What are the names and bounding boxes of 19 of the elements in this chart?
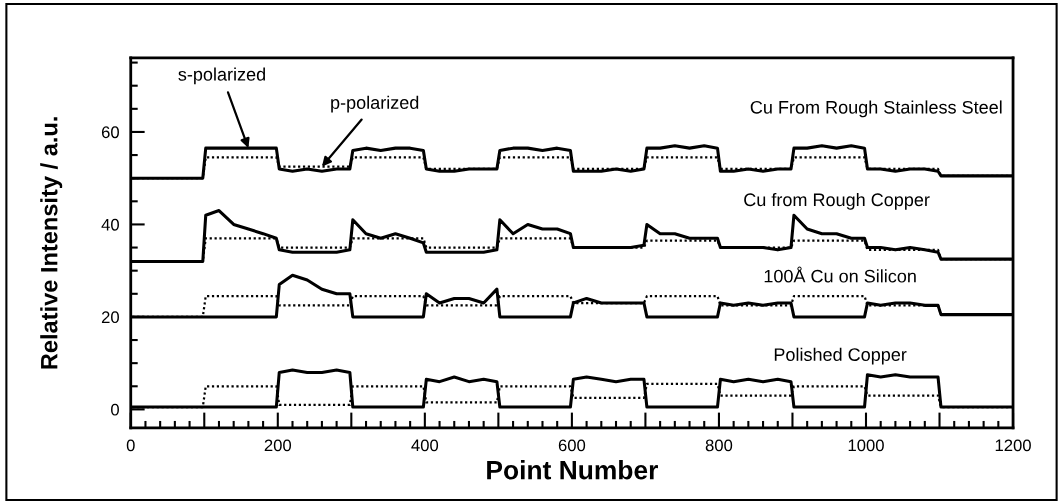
annotation: Cu From Rough Stainless Steel bbox=[750, 100, 1002, 118]
annotation: Cu from Rough Copper bbox=[744, 192, 930, 210]
text: s-polarized bbox=[178, 67, 265, 85]
x-tick-label: 1000 bbox=[848, 439, 884, 452]
text: p-polarized bbox=[331, 95, 419, 113]
y-axis-title: Relative Intensity / a.u. bbox=[40, 117, 63, 369]
x-tick-label: 800 bbox=[705, 439, 733, 452]
x-tick-label: 1200 bbox=[995, 439, 1031, 452]
x-tick-label: 200 bbox=[264, 439, 292, 452]
y-tick-label: 60 bbox=[101, 126, 119, 139]
y-tick-label: 0 bbox=[111, 403, 119, 416]
y-tick-label: 20 bbox=[101, 311, 119, 324]
y-tick-label: 40 bbox=[101, 218, 119, 231]
x-axis-title: Point Number bbox=[487, 460, 658, 480]
x-tick-label: 0 bbox=[126, 439, 135, 452]
annotation: 100Å Cu on Silicon bbox=[764, 266, 916, 283]
annotation: Polished Copper bbox=[774, 347, 907, 365]
x-tick-label: 400 bbox=[411, 439, 439, 452]
x-tick-label: 600 bbox=[558, 439, 586, 452]
